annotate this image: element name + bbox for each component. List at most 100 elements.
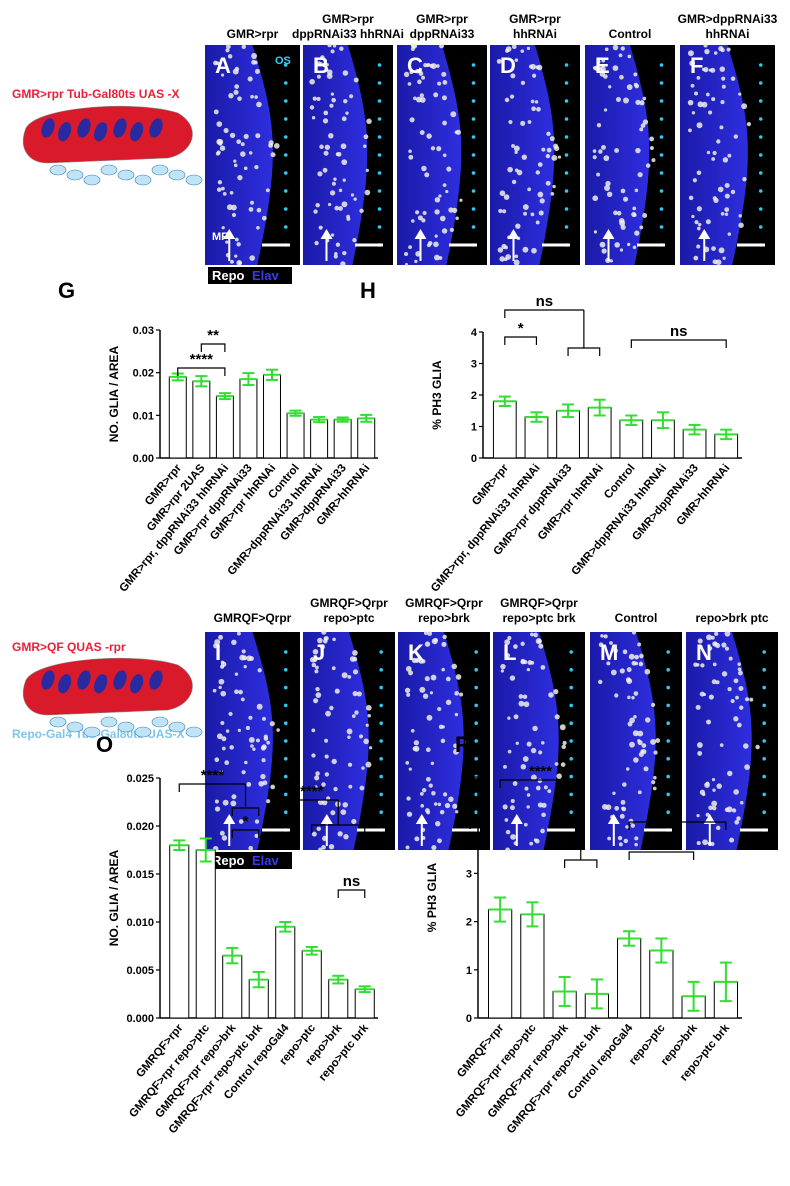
glia [237, 728, 241, 732]
arrow-head [223, 814, 236, 824]
os-marker [762, 668, 766, 672]
glia [256, 225, 260, 230]
glia [445, 676, 451, 682]
glia [507, 166, 513, 173]
glia [328, 202, 332, 207]
glia [553, 688, 559, 695]
glia [219, 145, 226, 151]
bar [169, 844, 190, 1019]
glia [212, 688, 217, 693]
glia [715, 825, 721, 831]
glia [361, 766, 365, 770]
glia [621, 806, 627, 812]
stain-legend [208, 267, 292, 284]
bar [310, 419, 329, 459]
glia [637, 730, 644, 737]
glia [465, 740, 469, 744]
glia [237, 174, 243, 181]
glia [712, 196, 717, 201]
glia [727, 153, 732, 158]
glia [520, 49, 525, 53]
glia [231, 639, 237, 646]
glia [314, 775, 320, 781]
glia [644, 717, 651, 723]
os-marker [569, 739, 573, 743]
glia [738, 222, 744, 228]
glia [315, 665, 319, 670]
glia [316, 826, 321, 832]
panel-letter: J [313, 640, 325, 665]
glia [738, 214, 742, 218]
os-marker [762, 757, 766, 761]
glia [720, 48, 725, 53]
glia [365, 723, 369, 727]
bar [328, 979, 349, 1019]
ommatidia [77, 118, 91, 138]
glia [429, 691, 434, 695]
glia [219, 770, 223, 774]
glia [530, 212, 535, 217]
glia [527, 120, 532, 124]
glia [530, 774, 537, 781]
glia [711, 805, 717, 811]
glia [347, 735, 351, 740]
glia [692, 178, 697, 183]
tissue [585, 45, 650, 265]
glia [634, 836, 639, 841]
glia [221, 736, 227, 742]
glia [649, 145, 654, 151]
glia-cell [66, 169, 84, 181]
glia [247, 76, 253, 82]
glia [696, 813, 700, 818]
bar [239, 378, 258, 459]
glia [349, 94, 354, 99]
glia [234, 66, 240, 72]
glia [537, 162, 543, 167]
glia [352, 669, 359, 675]
glia [606, 661, 611, 666]
glia [626, 678, 633, 685]
glia [634, 661, 639, 666]
significance-bracket [231, 829, 260, 838]
glia [276, 728, 280, 732]
glia [632, 206, 637, 211]
glia [596, 122, 602, 128]
glia [527, 187, 531, 192]
glia [508, 119, 513, 125]
glia [632, 730, 639, 737]
os-marker [379, 685, 384, 690]
glia [419, 686, 426, 693]
glia [365, 761, 372, 768]
glia [347, 762, 353, 767]
arrow-head [510, 814, 523, 824]
os-marker [377, 153, 382, 157]
glia [620, 224, 626, 230]
os-marker [471, 189, 476, 193]
glia [501, 243, 507, 250]
os-marker [379, 810, 384, 814]
glia [749, 697, 754, 702]
glia [319, 644, 325, 650]
glia [224, 760, 230, 766]
glia [592, 149, 597, 153]
os-marker [283, 792, 288, 797]
significance-bracket [499, 779, 581, 788]
glia [652, 786, 657, 791]
significance-bracket [567, 310, 601, 356]
glia [317, 171, 323, 177]
glia [442, 80, 448, 85]
glia [330, 233, 335, 237]
glia [220, 690, 227, 697]
os-marker [666, 792, 670, 797]
panel-title: repo>brk [418, 611, 470, 625]
os-marker [569, 792, 573, 797]
glia [696, 76, 701, 80]
glia [331, 181, 336, 186]
glia [719, 66, 726, 72]
glia-cell [185, 174, 203, 186]
glia [730, 189, 736, 195]
glia [309, 78, 315, 85]
glia [442, 120, 447, 126]
panel-title: dppRNAi33 [410, 27, 475, 41]
os-marker [474, 757, 479, 761]
